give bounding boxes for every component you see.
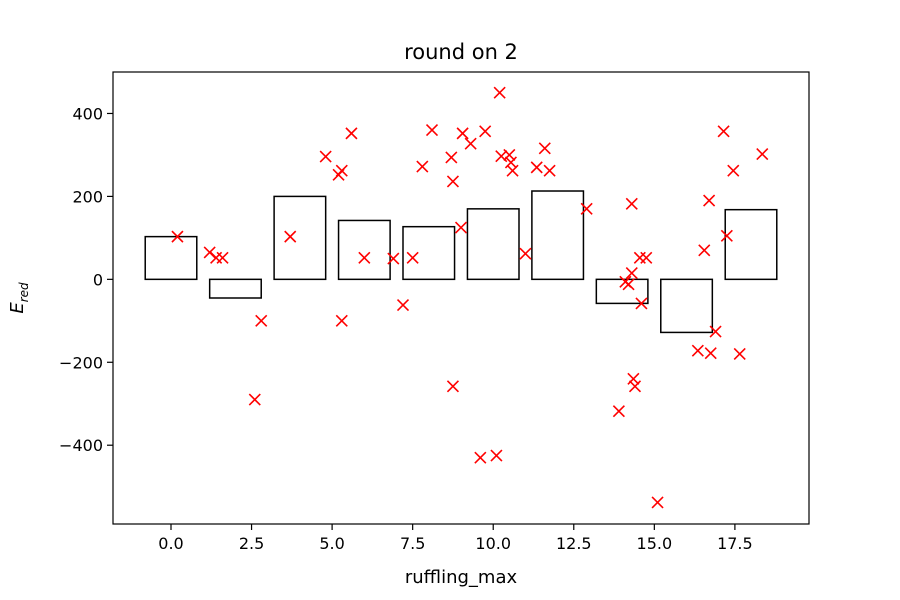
scatter-point <box>720 229 733 242</box>
scatter-point <box>425 123 439 137</box>
scatter-point <box>519 247 532 260</box>
x-axis-label: ruffling_max <box>405 567 518 588</box>
bar <box>466 208 520 281</box>
bar <box>144 235 198 281</box>
scatter-point <box>709 325 722 338</box>
x-tick-label: 17.5 <box>717 534 753 553</box>
x-tick-label: 15.0 <box>637 534 673 553</box>
scatter-point <box>698 244 711 257</box>
scatter-point <box>335 314 348 327</box>
x-tick-label: 5.0 <box>319 534 344 553</box>
scatter-point <box>640 251 653 264</box>
bar <box>531 190 585 281</box>
scatter-point <box>456 127 469 140</box>
x-tick-label: 10.0 <box>475 534 511 553</box>
scatter-point <box>538 142 551 155</box>
scatter-point <box>543 164 556 177</box>
scatter-point <box>530 161 543 174</box>
y-tick-label: 0 <box>93 270 103 289</box>
y-tick-label: 400 <box>72 104 103 123</box>
scatter-point <box>454 221 468 234</box>
x-tick-label: 0.0 <box>158 534 183 553</box>
x-axis: 0.0 2.5 5.0 7.5 10.0 12.5 15.0 17.5 <box>158 524 753 553</box>
scatter-point <box>691 344 704 357</box>
chart-title: round on 2 <box>404 40 518 64</box>
bar <box>724 208 778 281</box>
x-tick-label: 7.5 <box>400 534 425 553</box>
x-tick-label: 2.5 <box>239 534 264 553</box>
plot-area <box>144 86 778 509</box>
scatter-point <box>387 252 400 265</box>
scatter-point <box>464 137 477 150</box>
bar <box>208 278 262 299</box>
y-tick-label: −200 <box>59 353 103 372</box>
bar <box>660 278 714 334</box>
scatter-point <box>580 202 593 215</box>
scatter-point <box>358 251 371 264</box>
scatter-point <box>612 405 625 418</box>
scatter-point <box>625 197 638 210</box>
scatter-point <box>446 380 460 393</box>
scatter-point <box>416 160 429 173</box>
scatter-point <box>248 393 261 406</box>
y-axis: −400 −200 0 200 400 <box>59 104 113 455</box>
scatter-point <box>503 148 516 162</box>
scatter-point <box>319 150 332 163</box>
scatter-point <box>335 164 348 177</box>
scatter-point <box>727 164 740 177</box>
y-axis-label-sub: red <box>17 282 31 302</box>
scatter-point <box>625 267 638 280</box>
x-tick-label: 12.5 <box>556 534 592 553</box>
y-axis-label: Ered <box>7 282 31 314</box>
y-tick-label: 200 <box>72 187 103 206</box>
scatter-point <box>703 194 716 207</box>
scatter-point <box>635 297 648 310</box>
bar <box>337 219 391 281</box>
scatter-point <box>490 449 503 462</box>
scatter-point <box>479 125 492 138</box>
scatter-point <box>622 278 635 291</box>
scatter-point <box>445 151 458 164</box>
bar <box>273 195 327 281</box>
scatter-point <box>493 86 506 99</box>
y-axis-label-main: E <box>7 302 28 314</box>
scatter-point <box>406 251 419 264</box>
plot-frame <box>112 71 810 525</box>
scatter-point <box>756 148 769 161</box>
scatter-point <box>216 251 229 264</box>
scatter-point <box>704 347 717 360</box>
scatter-point <box>651 496 664 509</box>
scatter-point <box>255 314 268 327</box>
scatter-point <box>396 298 410 312</box>
y-tick-label: −400 <box>59 436 103 455</box>
scatter-point <box>171 230 184 243</box>
scatter-point <box>717 125 730 138</box>
scatter-point <box>284 230 297 243</box>
bar <box>402 225 456 281</box>
scatter-point <box>506 164 519 177</box>
scatter-point <box>628 380 642 393</box>
scatter-point <box>733 347 746 361</box>
scatter-point <box>627 372 640 385</box>
scatter-point <box>446 175 460 188</box>
scatter-point <box>474 451 487 464</box>
scatter-point <box>345 127 358 140</box>
